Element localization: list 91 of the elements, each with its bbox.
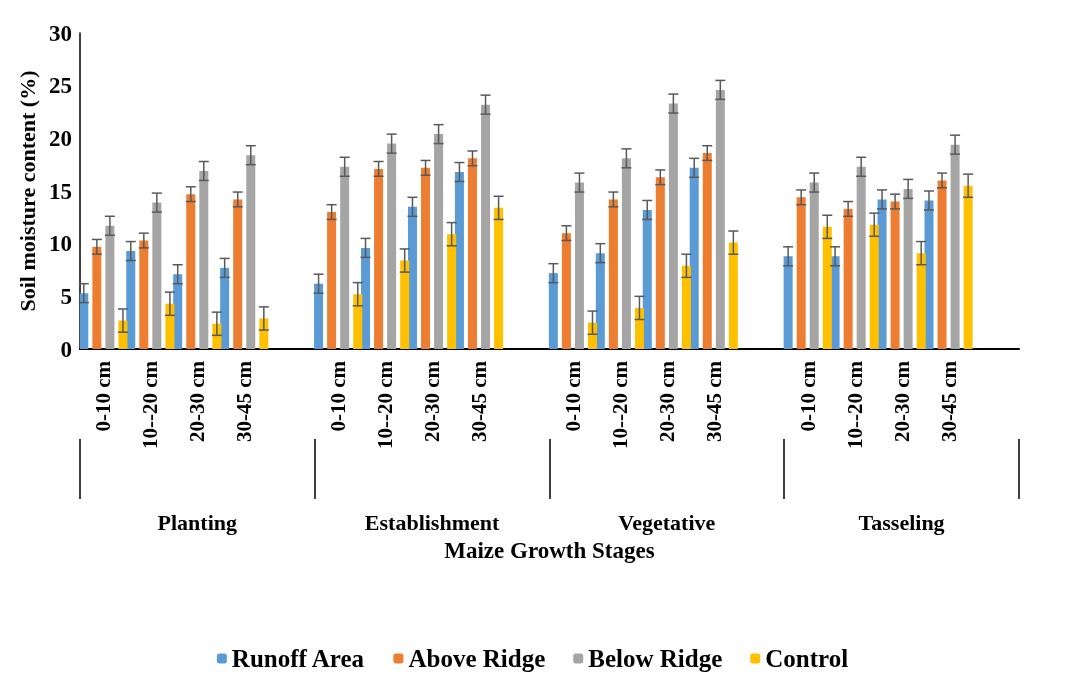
bar [400,260,410,349]
text: Planting [157,509,238,535]
x-tick-label: 30-45 cm [232,360,257,443]
bar [467,158,477,349]
legend-label: Runoff Area [231,645,365,672]
bar [783,256,793,349]
bar [642,209,652,349]
bar [421,167,431,349]
bar [233,199,243,349]
bar [561,233,571,349]
y-axis-title: Soil moisture content (%) [14,70,40,312]
y-tick-label: 25 [48,73,72,99]
bar [152,202,162,349]
bar [702,153,712,349]
bar [314,283,324,349]
bar [608,199,618,349]
bar [79,293,89,349]
legend-label: Above Ridge [408,645,546,672]
bar [937,180,947,349]
bar [681,265,691,349]
bar [689,167,699,349]
x-tick-label: 0-10 cm [326,360,351,432]
y-tick-label: 20 [48,125,72,151]
y-tick-label: 30 [48,20,72,46]
x-tick-label: 0-10 cm [91,360,116,432]
text: Vegetative [618,509,716,535]
bar [481,104,491,349]
text: Tasseling [858,509,945,535]
bar [890,201,900,349]
x-tick-label: 0-10 cm [560,360,585,432]
bar [186,194,196,349]
bar [655,177,665,349]
bar [246,155,256,349]
bar [588,322,597,349]
x-tick-label: 20-30 cm [889,360,914,443]
bar [434,134,444,349]
bar [822,226,832,349]
bar [92,246,102,349]
legend-label: Below Ridge [588,645,723,672]
bar [809,182,819,349]
legend-label: Control [765,645,849,672]
text: Establishment [364,509,500,535]
bar [574,182,584,349]
bar [595,253,605,349]
x-tick-label: 20-30 cm [654,360,679,443]
x-tick-label: 30-45 cm [701,360,726,443]
x-tick-label: 10--20 cm [607,360,632,450]
x-tick-label: 0-10 cm [795,360,820,432]
bar [843,208,853,349]
bar [963,185,973,349]
bar [856,166,866,349]
y-tick-label: 5 [60,283,72,309]
x-tick-label: 20-30 cm [185,360,210,443]
bar [126,251,136,349]
bar [950,144,960,349]
bar [796,197,806,349]
x-tick-label: 30-45 cm [467,360,492,443]
bar [621,158,631,349]
bar [903,188,913,349]
bar [715,89,725,349]
bar [139,240,149,349]
x-tick-label: 10--20 cm [842,360,867,450]
bar [869,224,879,349]
bar [361,247,371,349]
x-tick-label: 30-45 cm [936,360,961,443]
bar [548,273,558,349]
bar [494,207,504,349]
x-axis-title: Maize Growth Stages [444,538,655,563]
bar [916,253,926,349]
bar [454,172,464,349]
bar [353,294,363,349]
bar [199,170,209,349]
bar [407,206,417,349]
bar [220,267,230,349]
bar [374,168,384,349]
bar [447,234,457,349]
bar [668,103,678,349]
y-tick-label: 15 [48,178,72,204]
x-tick-label: 20-30 cm [420,360,445,443]
bar [173,274,183,349]
y-tick-label: 10 [48,231,72,257]
x-tick-label: 10--20 cm [138,360,163,450]
bar [728,242,738,349]
bar [387,143,397,349]
y-tick-label: 0 [60,336,72,362]
bar [340,166,350,349]
bar [105,225,115,349]
bar [165,303,175,349]
bar [634,307,644,349]
bar [327,212,337,349]
x-tick-label: 10--20 cm [373,360,398,450]
